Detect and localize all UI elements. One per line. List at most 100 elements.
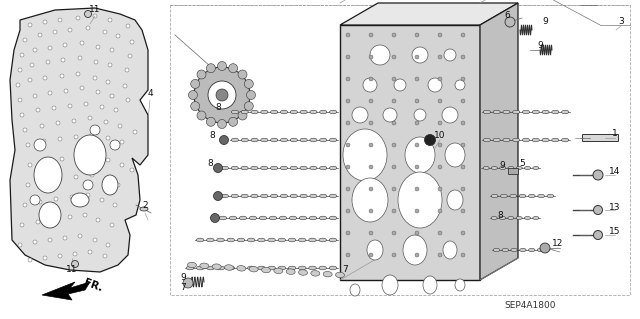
Ellipse shape bbox=[241, 110, 248, 114]
Circle shape bbox=[346, 209, 350, 213]
Circle shape bbox=[369, 55, 373, 59]
Ellipse shape bbox=[492, 194, 498, 198]
Ellipse shape bbox=[319, 194, 327, 198]
Ellipse shape bbox=[271, 194, 278, 198]
Ellipse shape bbox=[394, 79, 406, 91]
Circle shape bbox=[369, 165, 373, 169]
Circle shape bbox=[58, 254, 62, 258]
Ellipse shape bbox=[207, 238, 214, 242]
Circle shape bbox=[415, 77, 419, 81]
Circle shape bbox=[48, 91, 52, 95]
Ellipse shape bbox=[330, 110, 337, 114]
Ellipse shape bbox=[516, 217, 522, 219]
Ellipse shape bbox=[251, 110, 258, 114]
Ellipse shape bbox=[237, 266, 245, 270]
Ellipse shape bbox=[278, 266, 285, 270]
Circle shape bbox=[183, 278, 193, 288]
Ellipse shape bbox=[524, 217, 531, 219]
Circle shape bbox=[346, 231, 350, 235]
Circle shape bbox=[20, 53, 24, 57]
Ellipse shape bbox=[280, 110, 287, 114]
Ellipse shape bbox=[196, 266, 204, 270]
Circle shape bbox=[438, 231, 442, 235]
Ellipse shape bbox=[513, 110, 520, 114]
Circle shape bbox=[18, 68, 22, 72]
Ellipse shape bbox=[280, 194, 287, 198]
Ellipse shape bbox=[207, 266, 214, 270]
Ellipse shape bbox=[352, 178, 388, 222]
Ellipse shape bbox=[442, 107, 458, 123]
Ellipse shape bbox=[34, 157, 62, 193]
Ellipse shape bbox=[239, 216, 246, 220]
Ellipse shape bbox=[319, 110, 327, 114]
Circle shape bbox=[461, 33, 465, 37]
Circle shape bbox=[48, 46, 52, 50]
Circle shape bbox=[23, 203, 27, 207]
Circle shape bbox=[415, 253, 419, 257]
Circle shape bbox=[438, 121, 442, 125]
Circle shape bbox=[34, 139, 46, 151]
Circle shape bbox=[104, 178, 108, 182]
Ellipse shape bbox=[290, 194, 298, 198]
Ellipse shape bbox=[367, 240, 383, 260]
Text: 3: 3 bbox=[618, 18, 624, 26]
Ellipse shape bbox=[323, 271, 332, 277]
Circle shape bbox=[93, 14, 97, 18]
Circle shape bbox=[346, 55, 350, 59]
Circle shape bbox=[38, 200, 42, 204]
Circle shape bbox=[114, 108, 118, 112]
Circle shape bbox=[88, 250, 92, 254]
Ellipse shape bbox=[229, 216, 237, 220]
Circle shape bbox=[18, 243, 22, 247]
Circle shape bbox=[80, 41, 84, 45]
Circle shape bbox=[505, 17, 515, 27]
Ellipse shape bbox=[212, 264, 221, 270]
Ellipse shape bbox=[542, 138, 549, 142]
Circle shape bbox=[63, 43, 67, 47]
Ellipse shape bbox=[200, 263, 209, 269]
Ellipse shape bbox=[74, 135, 106, 175]
Text: 15: 15 bbox=[609, 227, 621, 236]
Circle shape bbox=[72, 119, 76, 123]
Circle shape bbox=[90, 132, 94, 136]
Circle shape bbox=[93, 76, 97, 80]
Ellipse shape bbox=[102, 175, 118, 195]
Ellipse shape bbox=[330, 138, 337, 142]
Text: SEP4A1800: SEP4A1800 bbox=[504, 300, 556, 309]
Ellipse shape bbox=[310, 110, 317, 114]
Ellipse shape bbox=[260, 166, 268, 170]
Bar bbox=[508, 168, 518, 174]
Ellipse shape bbox=[248, 266, 255, 270]
Circle shape bbox=[90, 173, 94, 177]
Circle shape bbox=[438, 165, 442, 169]
Circle shape bbox=[110, 48, 114, 52]
Circle shape bbox=[191, 79, 200, 88]
Circle shape bbox=[415, 231, 419, 235]
Ellipse shape bbox=[363, 78, 377, 92]
Circle shape bbox=[68, 215, 72, 219]
Text: 2: 2 bbox=[142, 201, 148, 210]
Circle shape bbox=[120, 140, 124, 144]
Circle shape bbox=[392, 33, 396, 37]
Ellipse shape bbox=[308, 266, 316, 270]
Ellipse shape bbox=[499, 217, 506, 219]
Ellipse shape bbox=[330, 166, 337, 170]
Ellipse shape bbox=[231, 166, 238, 170]
Circle shape bbox=[207, 64, 216, 73]
Ellipse shape bbox=[286, 269, 295, 274]
Ellipse shape bbox=[310, 138, 317, 142]
Ellipse shape bbox=[140, 207, 148, 211]
Ellipse shape bbox=[500, 167, 506, 169]
Circle shape bbox=[83, 213, 87, 217]
Circle shape bbox=[369, 99, 373, 103]
Ellipse shape bbox=[542, 110, 549, 114]
Circle shape bbox=[106, 243, 110, 247]
Ellipse shape bbox=[455, 80, 465, 90]
Ellipse shape bbox=[251, 194, 258, 198]
Circle shape bbox=[58, 177, 62, 181]
Circle shape bbox=[96, 45, 100, 49]
Circle shape bbox=[20, 223, 24, 227]
Ellipse shape bbox=[260, 110, 268, 114]
Circle shape bbox=[238, 111, 247, 120]
Ellipse shape bbox=[335, 272, 344, 278]
